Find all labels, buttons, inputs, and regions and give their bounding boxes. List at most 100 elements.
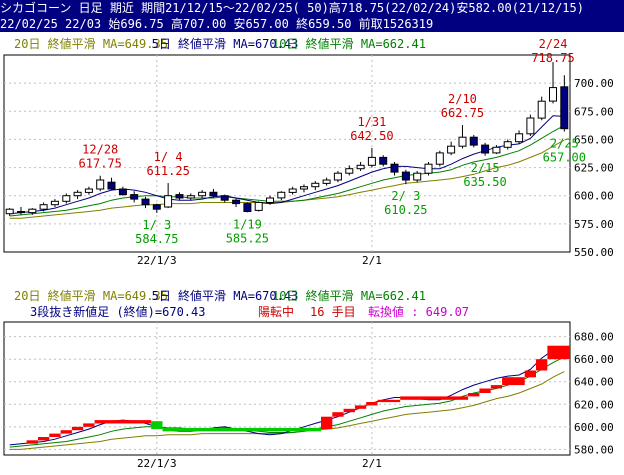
tlb-brick [332, 412, 344, 417]
candle-body [515, 133, 524, 143]
candle-body [130, 194, 139, 200]
candle-body [469, 136, 478, 146]
peak-date-label: 2/24 [539, 37, 568, 51]
bottom-legend-label: 20日 終値平滑 MA=649.35 [14, 288, 168, 303]
chart-header-ohlc: 22/02/25 22/03 始696.75 高707.00 安657.00 終… [0, 16, 624, 32]
peak-value-label: 585.25 [226, 231, 269, 245]
candle-body [458, 136, 467, 147]
candle-body [549, 87, 557, 102]
candle-body [379, 156, 388, 165]
tlb-brick [468, 393, 480, 397]
bottom-ytick-label: 660.00 [574, 353, 614, 366]
bottom-xtick-label: 22/1/3 [137, 457, 177, 470]
candle-body [84, 188, 93, 193]
candle-body [503, 141, 512, 148]
candle-body [73, 191, 82, 197]
candle-body [28, 208, 37, 214]
candle-body [345, 168, 354, 174]
tlb-brick [162, 427, 321, 432]
tlb-brick [502, 377, 525, 386]
top-xtick-label: 22/1/3 [137, 254, 177, 267]
candle-body [537, 100, 546, 119]
peak-value-label: 635.50 [463, 175, 506, 189]
tlb-brick [71, 426, 84, 431]
tlb-brick [490, 385, 503, 389]
peak-date-label: 1/19 [233, 217, 262, 231]
candle-body [288, 188, 297, 193]
bottom-legend-label: 10日 終値平滑 MA=662.41 [272, 288, 426, 303]
candle-body [424, 163, 433, 174]
top-legend-label: 10日 終値平滑 MA=662.41 [272, 36, 426, 51]
candlestick-chart: 550.00 575.00 600.00 625.00 650.00 675.00 700.… [3, 36, 614, 267]
top-ytick-label: 600.00 [574, 190, 614, 203]
candle-body [322, 179, 331, 184]
peak-value-label: 584.75 [135, 232, 178, 246]
candle-body [435, 152, 444, 165]
tlb-brick [524, 370, 536, 378]
bottom-xtick-label: 2/1 [362, 457, 382, 470]
candle-body [560, 86, 569, 130]
tlb-brick [94, 420, 152, 424]
tlb-brick [400, 396, 469, 400]
bottom-ytick-label: 680.00 [574, 331, 614, 344]
ma5-line [9, 115, 565, 215]
peak-value-label: 617.75 [79, 157, 122, 171]
candle-body [311, 182, 320, 188]
candle-body [50, 200, 59, 206]
bottom-ytick-label: 620.00 [574, 398, 614, 411]
tlb-brick [83, 423, 95, 427]
tlb-brick [343, 408, 355, 413]
bottom-ytick-label: 640.00 [574, 376, 614, 389]
candle-body [254, 202, 263, 211]
tlb-brick [26, 440, 38, 444]
top-ytick-label: 700.00 [574, 77, 614, 90]
candle-body [300, 186, 308, 190]
peak-date-label: 2/ 3 [391, 189, 420, 203]
chart-header-period: シカゴコーン 日足 期近 期間21/12/15～22/02/25( 50)高71… [0, 0, 624, 16]
bottom-legend-label: 5日 終値平滑 MA=670.43 [152, 288, 299, 303]
candle-body [367, 156, 376, 166]
top-ytick-label: 675.00 [574, 105, 614, 118]
tlb-brick [377, 399, 401, 403]
peak-value-label: 610.25 [384, 203, 427, 217]
peak-value-label: 662.75 [441, 106, 484, 120]
candle-body [141, 198, 150, 206]
candle-body [152, 204, 161, 210]
candle-body [401, 171, 410, 181]
tlb-state: 陽転中 [258, 304, 294, 319]
peak-date-label: 2/10 [448, 92, 477, 106]
candle-body [220, 195, 229, 201]
candle-body [356, 164, 365, 170]
candle-body [390, 163, 399, 173]
candle-body [481, 144, 490, 154]
three-line-break-chart: 580.00 600.00 620.00 640.00 660.00 680.00 22/1… [3, 288, 614, 470]
top-xtick-label: 2/1 [362, 254, 382, 267]
tlb-brick [547, 345, 570, 360]
tlb-brick [321, 416, 333, 430]
tlb-reversal: 転換値 : 649.07 [368, 304, 469, 319]
candle-body [175, 194, 184, 199]
peak-date-label: 2/15 [471, 161, 500, 175]
tlb-brick [60, 430, 72, 434]
candle-body [164, 195, 173, 208]
candle-body [243, 203, 252, 213]
peak-value-label: 718.75 [531, 51, 574, 65]
peak-value-label: 657.00 [543, 151, 586, 165]
ma20-line [9, 139, 565, 219]
bottom-ytick-label: 600.00 [574, 421, 614, 434]
candle-body [186, 195, 195, 199]
peak-value-label: 611.25 [146, 164, 189, 178]
ma20-line [9, 371, 565, 450]
candle-body [62, 195, 71, 202]
top-legend-label: 5日 終値平滑 MA=670.43 [152, 36, 299, 51]
tlb-brick [479, 388, 491, 393]
peak-value-label: 642.50 [350, 129, 393, 143]
candle-body [39, 204, 48, 210]
candle-body [107, 181, 116, 190]
candle-body [277, 191, 286, 199]
candle-body [198, 191, 207, 197]
candle-body [526, 117, 535, 135]
candle-body [447, 145, 456, 154]
candle-body [413, 172, 422, 181]
